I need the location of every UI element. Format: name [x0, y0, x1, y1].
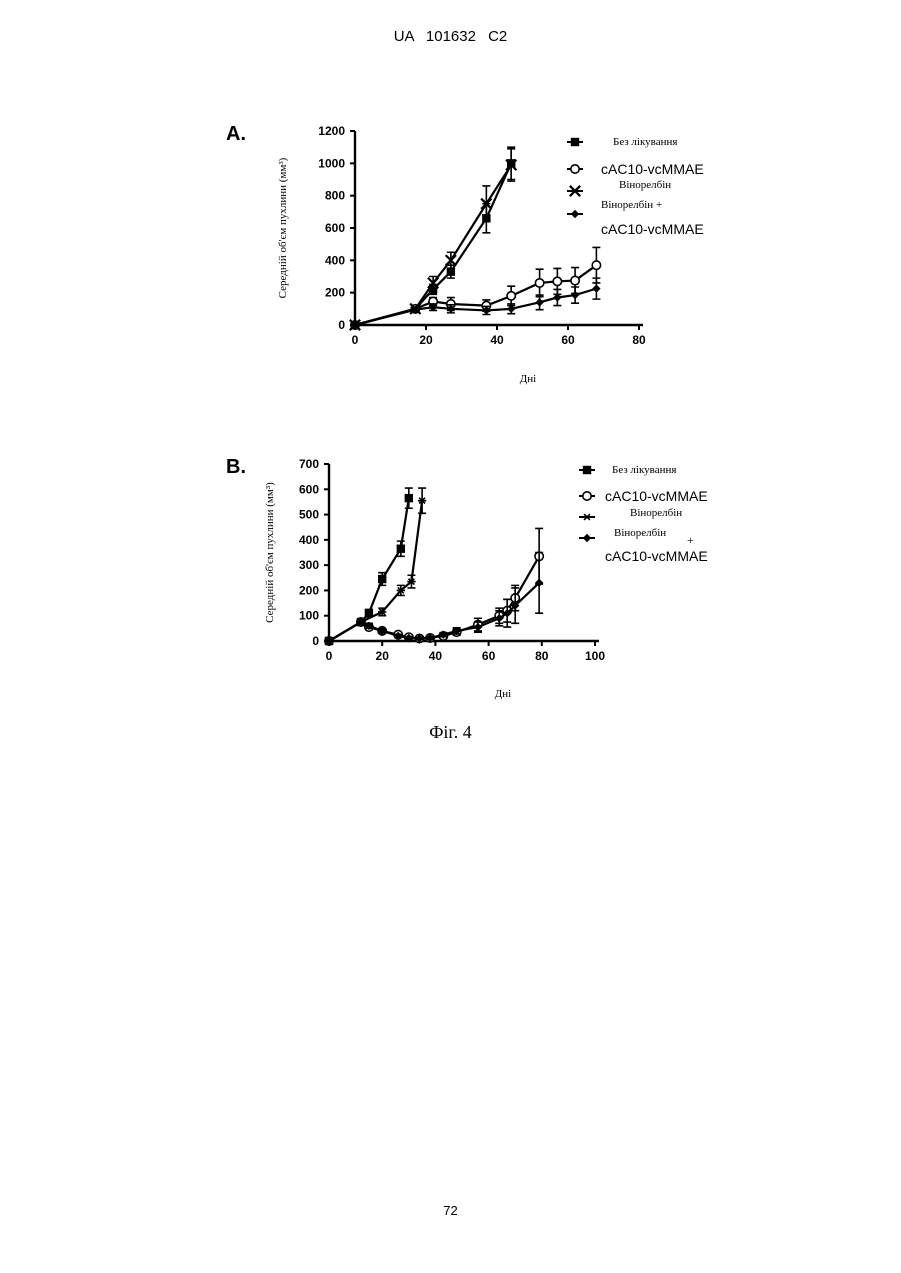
- y-tick-label: 400: [325, 253, 345, 267]
- patent-header: UA 101632 C2: [0, 28, 901, 45]
- series-4: [351, 278, 601, 329]
- panel-label: B.: [226, 456, 246, 478]
- y-tick-label: 300: [299, 558, 319, 572]
- y-tick-label: 800: [325, 189, 345, 203]
- legend-label: Без лікування: [612, 464, 676, 476]
- y-axis-title: Середній об'єм пухлини (мм³): [277, 157, 289, 298]
- x-tick-label: 0: [352, 333, 359, 347]
- y-tick-label: 400: [299, 533, 319, 547]
- legend-label: Вінорелбін: [614, 527, 666, 539]
- y-tick-label: 500: [299, 508, 319, 522]
- y-tick-label: 0: [338, 318, 345, 332]
- y-tick-label: 600: [325, 221, 345, 235]
- data-point: [405, 494, 413, 502]
- data-point: [535, 298, 543, 306]
- series-3: [325, 488, 427, 644]
- x-tick-label: 0: [326, 649, 333, 663]
- legend: Без лікування cAC10-vcMMAE Вінорелбін Вінор…: [567, 136, 704, 237]
- legend-label: Вінорелбін: [630, 507, 682, 519]
- x-tick-label: 80: [632, 333, 646, 347]
- data-point: [571, 276, 579, 284]
- legend-label: cAC10-vcMMAE: [605, 548, 708, 564]
- y-tick-label: 700: [299, 457, 319, 471]
- legend-label: cAC10-vcMMAE: [605, 488, 708, 504]
- data-point: [535, 279, 543, 287]
- y-tick-label: 200: [325, 286, 345, 300]
- y-tick-label: 100: [299, 609, 319, 623]
- data-point: [378, 575, 386, 583]
- legend-marker: [583, 466, 591, 474]
- x-tick-label: 40: [429, 649, 443, 663]
- x-tick-label: 20: [419, 333, 433, 347]
- legend-marker: [583, 514, 591, 520]
- tumor-volume-chart-b: B. 0 20 40 60 80 100 0 100 200 300 400 500 600 700 Дні С…: [0, 445, 901, 710]
- series-1: [325, 488, 413, 645]
- y-tick-label: 1200: [318, 124, 345, 138]
- legend-marker: [583, 492, 591, 500]
- legend-marker: [571, 165, 579, 173]
- data-point: [553, 277, 561, 285]
- legend-label: Вінорелбін: [619, 179, 671, 191]
- x-tick-label: 100: [585, 649, 605, 663]
- legend: Без лікування cAC10-vcMMAE Вінорелбін Вінор…: [579, 464, 708, 564]
- x-tick-label: 20: [376, 649, 390, 663]
- x-tick-label: 60: [482, 649, 496, 663]
- data-point: [397, 545, 405, 553]
- x-axis-title: Дні: [495, 688, 511, 700]
- tumor-volume-chart-a: A.020406080020040060080010001200ДніСеред…: [0, 110, 901, 410]
- page-number: 72: [0, 1203, 901, 1218]
- x-tick-label: 60: [561, 333, 575, 347]
- y-axis-title: Середній об'єм пухлини (мм³): [264, 482, 276, 623]
- x-tick-label: 40: [490, 333, 504, 347]
- y-tick-label: 1000: [318, 156, 345, 170]
- chart-panel-b: B. 0 20 40 60 80 100 0 100 200 300 400 500 600 700 Дні С…: [0, 445, 901, 710]
- legend-marker: [571, 138, 579, 146]
- legend-label: Без лікування: [613, 136, 677, 148]
- series-line: [329, 498, 409, 641]
- panel-label: A.: [226, 123, 246, 145]
- chart-panel-a: A.020406080020040060080010001200ДніСеред…: [0, 110, 901, 410]
- series-4: [325, 553, 544, 646]
- x-tick-label: 80: [535, 649, 549, 663]
- data-point: [571, 291, 579, 299]
- legend-marker: [583, 534, 591, 542]
- y-tick-label: 600: [299, 482, 319, 496]
- data-point: [507, 292, 515, 300]
- legend-label: Вінорелбін +: [601, 199, 662, 211]
- legend-label: cAC10-vcMMAE: [601, 161, 704, 177]
- figure-caption: Фіг. 4: [0, 722, 901, 743]
- legend-label: cAC10-vcMMAE: [601, 221, 704, 237]
- data-point: [592, 261, 600, 269]
- x-axis-title: Дні: [520, 373, 536, 385]
- legend-label: +: [687, 533, 694, 547]
- series-line: [329, 501, 422, 641]
- y-tick-label: 0: [312, 634, 319, 648]
- legend-marker: [571, 210, 579, 218]
- data-point: [592, 284, 600, 292]
- y-tick-label: 200: [299, 583, 319, 597]
